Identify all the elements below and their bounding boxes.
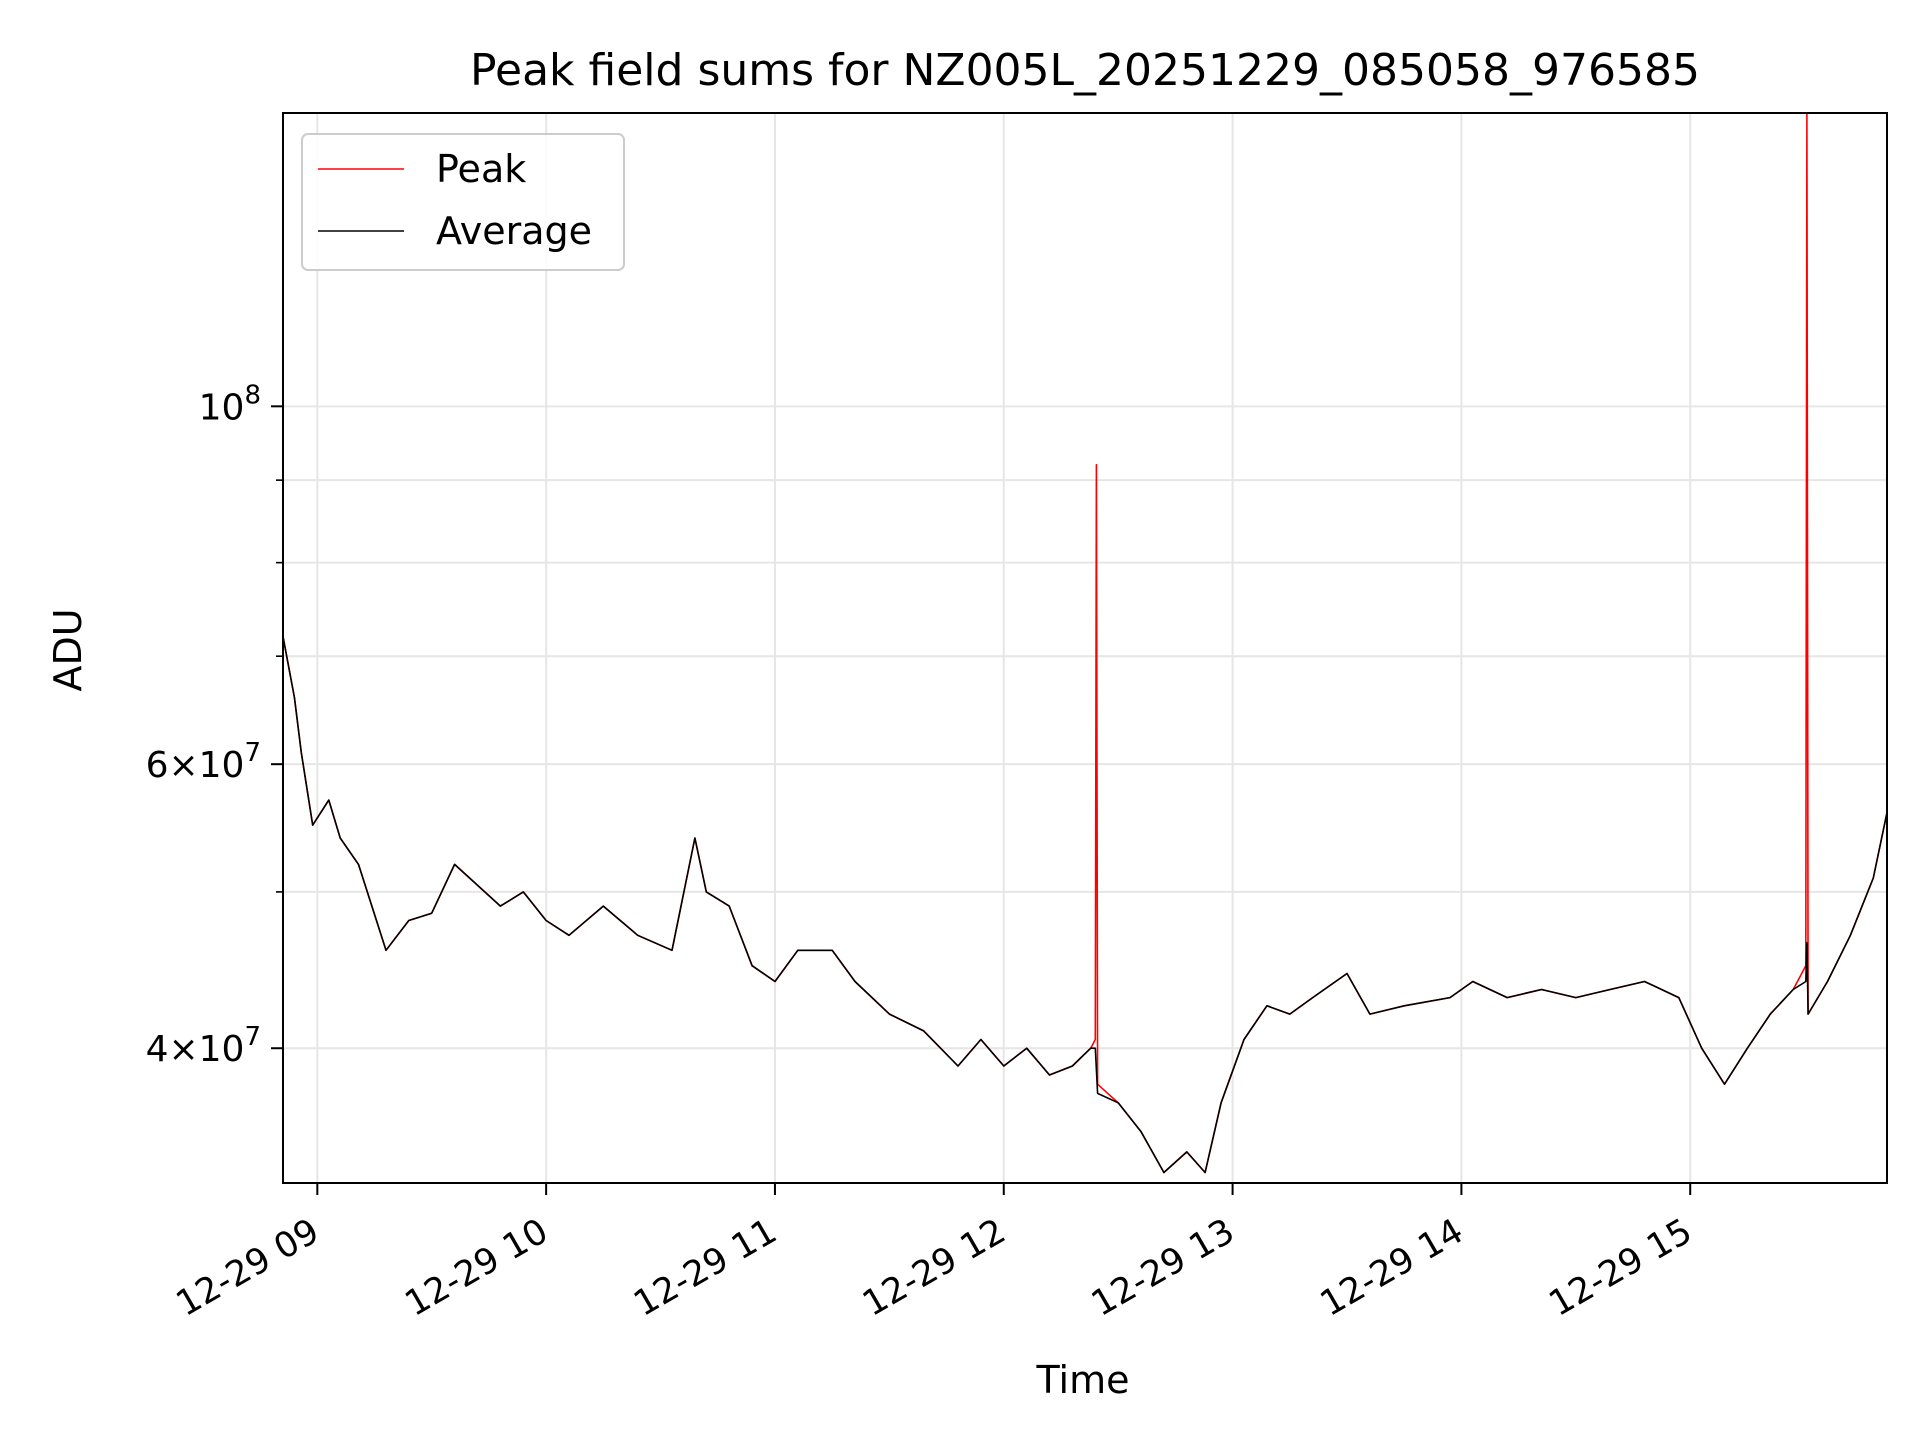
legend-box: [301, 133, 625, 271]
y-tick-label: 108: [199, 380, 261, 428]
series-line-average: [282, 636, 1888, 1174]
series-layer: [282, 112, 1888, 1174]
y-axis-label: ADU: [46, 608, 90, 691]
legend: Peak Average: [301, 133, 625, 271]
y-tick-label: 4×107: [146, 1022, 261, 1070]
y-tick-label: 6×107: [146, 738, 261, 786]
chart-title: Peak field sums for NZ005L_20251229_0850…: [470, 45, 1700, 96]
legend-label-average: Average: [436, 209, 592, 253]
grid: [283, 113, 1887, 1183]
x-axis-label: Time: [1036, 1358, 1130, 1402]
legend-label-peak: Peak: [436, 147, 526, 191]
axes-frame: [282, 112, 1888, 1184]
